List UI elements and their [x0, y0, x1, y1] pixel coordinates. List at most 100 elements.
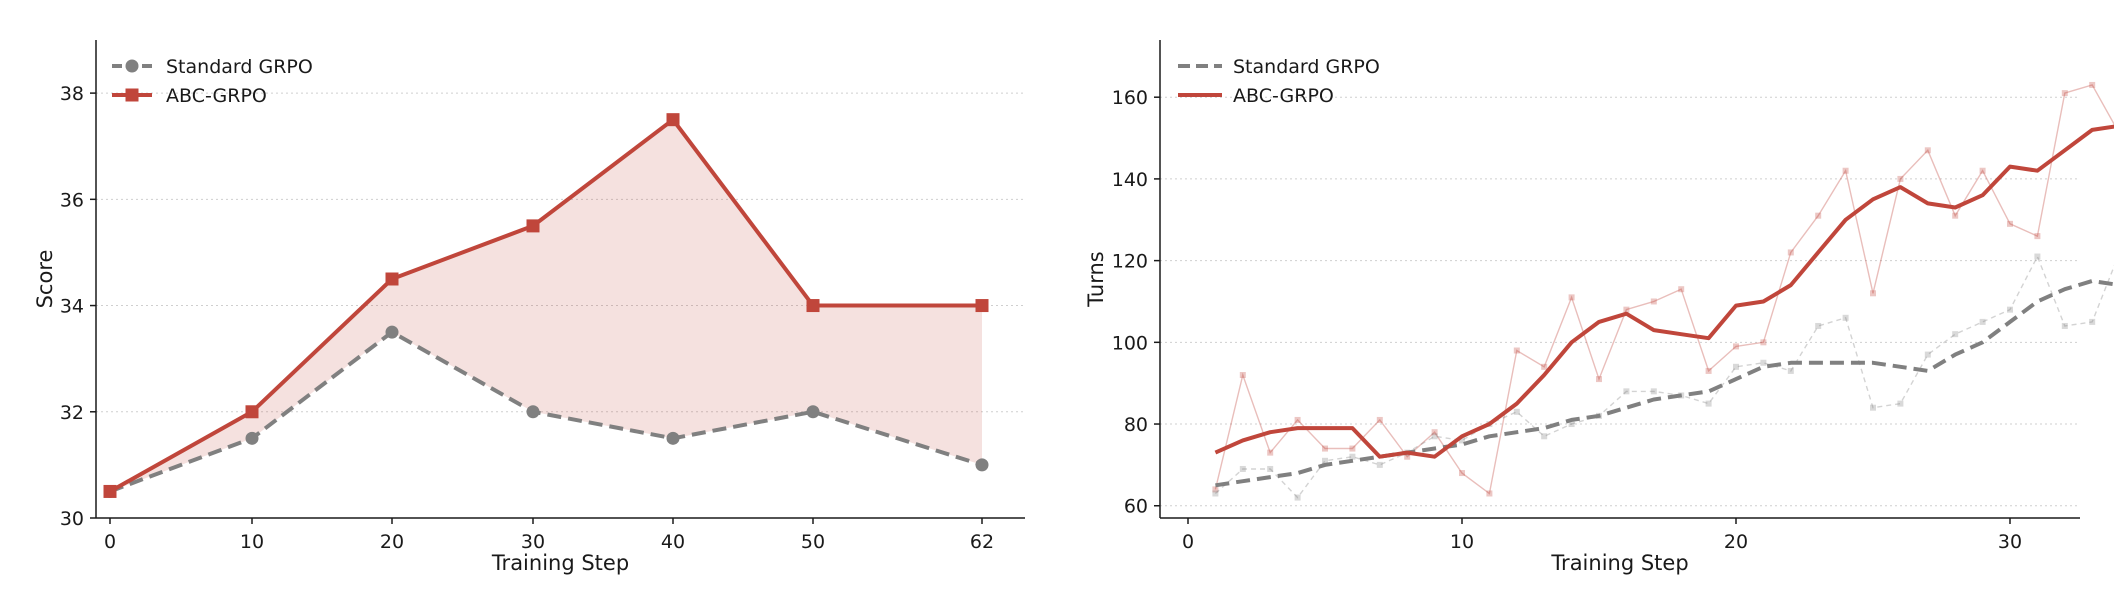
raw-point — [1760, 339, 1767, 346]
raw-point — [1979, 167, 1986, 174]
raw-point — [1623, 388, 1630, 395]
raw-point — [1267, 465, 1274, 472]
y-tick-label: 160 — [1112, 87, 1148, 109]
x-tick-label: 10 — [240, 531, 264, 553]
legend-label: ABC-GRPO — [166, 85, 267, 107]
data-point — [526, 405, 540, 419]
raw-point — [1760, 359, 1767, 366]
raw-point — [2034, 253, 2041, 260]
raw-point — [1815, 212, 1822, 219]
raw-point — [1870, 290, 1876, 297]
raw-point — [2089, 81, 2096, 88]
x-tick-label: 20 — [380, 531, 404, 553]
raw-point — [1650, 298, 1657, 305]
data-point — [975, 299, 989, 313]
raw-point — [1897, 400, 1904, 407]
y-axis-label: Score — [33, 250, 57, 309]
legend-label: Standard GRPO — [1233, 56, 1380, 78]
y-tick-label: 36 — [60, 189, 84, 211]
y-tick-label: 30 — [60, 508, 84, 530]
data-point — [385, 272, 399, 286]
raw-point — [1294, 416, 1301, 423]
y-tick-label: 120 — [1112, 251, 1148, 273]
raw-point — [1459, 437, 1465, 444]
raw-point — [2007, 220, 2013, 227]
data-point — [806, 405, 820, 419]
raw-series-line — [1214, 84, 2114, 495]
data-point — [975, 458, 989, 472]
smoothed-series-line-0 — [1215, 279, 2114, 488]
data-point — [245, 431, 259, 445]
raw-point — [1349, 445, 1356, 452]
y-axis-label: Turns — [1084, 251, 1108, 307]
data-point — [666, 113, 680, 127]
raw-point — [2089, 318, 2096, 325]
raw-point — [1513, 347, 1520, 354]
raw-point — [1678, 286, 1685, 293]
raw-point — [1376, 461, 1383, 468]
raw-point — [1979, 318, 1986, 325]
raw-point — [1842, 167, 1849, 174]
raw-point — [1513, 408, 1520, 415]
x-tick-label: 0 — [104, 531, 116, 553]
y-tick-label: 140 — [1112, 169, 1148, 191]
raw-point — [1239, 465, 1246, 472]
legend: Standard GRPO ABC-GRPO — [1178, 56, 1380, 107]
data-point — [385, 325, 399, 339]
raw-point — [2061, 322, 2068, 329]
data-point — [103, 484, 117, 498]
raw-series-line — [1214, 254, 2114, 499]
raw-point — [1541, 433, 1548, 440]
x-tick-label: 0 — [1182, 531, 1194, 553]
raw-point — [1596, 376, 1602, 383]
y-tick-label: 34 — [60, 296, 84, 318]
raw-point — [1787, 367, 1794, 374]
legend-label: Standard GRPO — [166, 56, 313, 78]
improvement-area — [110, 119, 982, 492]
raw-point — [2034, 233, 2041, 240]
left-chart: 30 32 34 36 38 0 10 20 30 40 50 62 Training Step Scor… — [33, 40, 1025, 575]
raw-point — [1267, 449, 1274, 456]
raw-point — [2007, 306, 2013, 313]
data-point — [526, 219, 540, 233]
raw-point — [1322, 445, 1328, 452]
legend-marker — [125, 88, 139, 102]
x-tick-label: 20 — [1724, 531, 1748, 553]
raw-point — [1568, 294, 1575, 301]
y-tick-label: 80 — [1124, 414, 1148, 436]
raw-point — [1733, 363, 1739, 370]
raw-point — [1842, 314, 1849, 321]
x-tick-label: 10 — [1450, 531, 1474, 553]
raw-point — [1952, 331, 1959, 338]
raw-point — [1733, 343, 1739, 350]
raw-point — [1212, 490, 1219, 497]
x-axis-label: Training Step — [1550, 551, 1688, 575]
data-point — [666, 431, 680, 445]
y-tick-label: 100 — [1112, 332, 1148, 354]
raw-point — [1459, 470, 1465, 477]
x-tick-label: 62 — [970, 531, 994, 553]
raw-point — [1650, 388, 1657, 395]
raw-point — [1897, 175, 1904, 182]
y-tick-label: 38 — [60, 83, 84, 105]
raw-point — [1623, 306, 1630, 313]
raw-point — [1322, 457, 1328, 464]
raw-point — [1404, 453, 1411, 460]
raw-point — [1541, 363, 1548, 370]
raw-point — [1431, 433, 1438, 440]
raw-point — [1294, 494, 1301, 501]
raw-point — [1815, 322, 1822, 329]
legend-marker — [125, 59, 139, 73]
smoothed-series-line-1 — [1214, 124, 2114, 459]
x-tick-label: 30 — [521, 531, 545, 553]
x-tick-label: 30 — [1998, 531, 2022, 553]
y-tick-label: 60 — [1124, 496, 1148, 518]
raw-point — [1349, 453, 1356, 460]
data-point — [806, 299, 820, 313]
raw-point — [1568, 421, 1575, 428]
raw-point — [1239, 372, 1246, 379]
raw-point — [2061, 90, 2068, 97]
raw-point — [1705, 400, 1712, 407]
raw-point — [1376, 416, 1383, 423]
